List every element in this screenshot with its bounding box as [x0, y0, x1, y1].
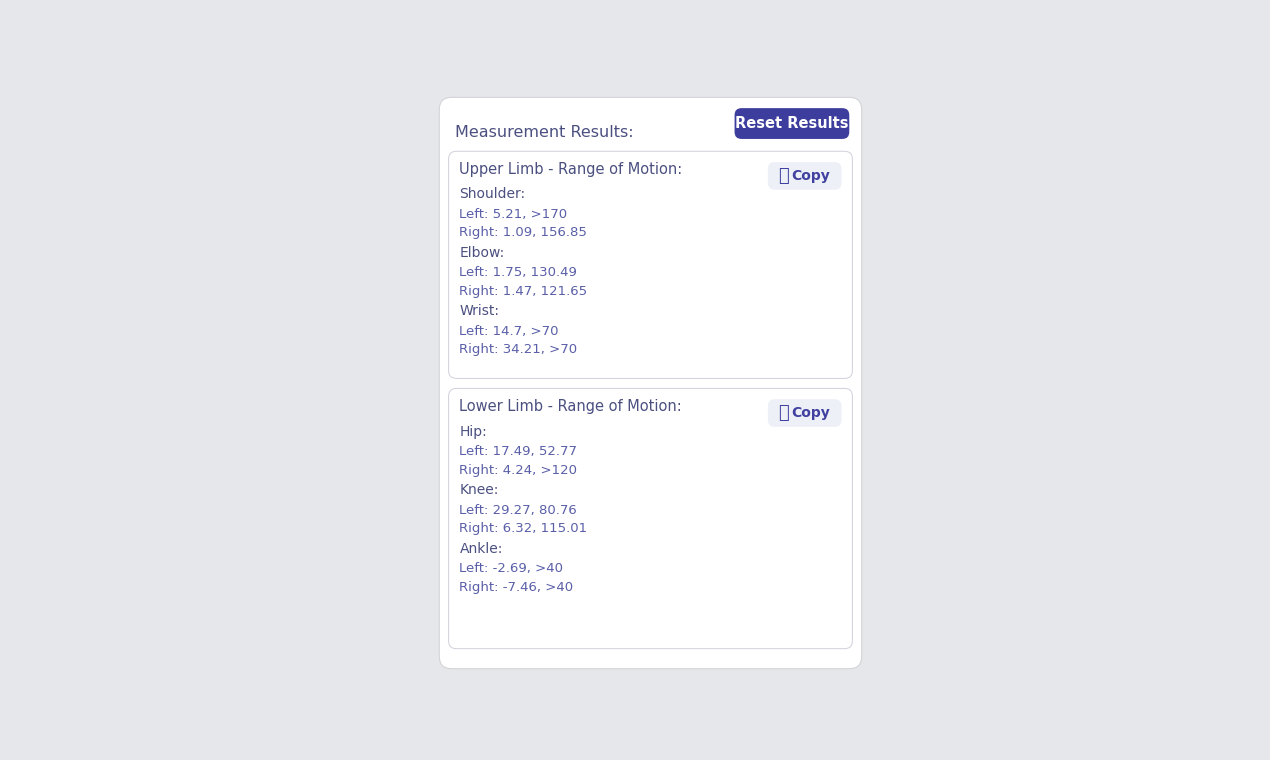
Text: Knee:: Knee:: [460, 483, 499, 497]
Text: Wrist:: Wrist:: [460, 305, 499, 318]
Text: Left: -2.69, >40: Left: -2.69, >40: [460, 562, 564, 575]
Text: Left: 17.49, 52.77: Left: 17.49, 52.77: [460, 445, 578, 458]
Text: Measurement Results:: Measurement Results:: [455, 125, 634, 141]
Text: Copy: Copy: [791, 169, 829, 183]
Text: Right: 34.21, >70: Right: 34.21, >70: [460, 344, 578, 356]
Text: Left: 29.27, 80.76: Left: 29.27, 80.76: [460, 504, 577, 517]
FancyBboxPatch shape: [448, 388, 852, 649]
Text: Ankle:: Ankle:: [460, 542, 503, 556]
Text: Right: 1.09, 156.85: Right: 1.09, 156.85: [460, 226, 587, 239]
Text: Right: 6.32, 115.01: Right: 6.32, 115.01: [460, 522, 588, 535]
Text: Left: 1.75, 130.49: Left: 1.75, 130.49: [460, 267, 578, 280]
Text: ⎘: ⎘: [779, 167, 789, 185]
Text: Upper Limb - Range of Motion:: Upper Limb - Range of Motion:: [460, 162, 683, 177]
Text: Right: -7.46, >40: Right: -7.46, >40: [460, 581, 574, 594]
Text: Left: 5.21, >170: Left: 5.21, >170: [460, 208, 568, 221]
Text: Left: 14.7, >70: Left: 14.7, >70: [460, 325, 559, 338]
Text: Lower Limb - Range of Motion:: Lower Limb - Range of Motion:: [460, 400, 682, 414]
Text: Right: 1.47, 121.65: Right: 1.47, 121.65: [460, 285, 588, 298]
FancyBboxPatch shape: [439, 97, 861, 669]
Text: Reset Results: Reset Results: [735, 116, 848, 131]
Text: Hip:: Hip:: [460, 425, 488, 439]
Text: ⎘: ⎘: [779, 404, 789, 422]
FancyBboxPatch shape: [768, 162, 842, 190]
FancyBboxPatch shape: [768, 399, 842, 427]
FancyBboxPatch shape: [448, 151, 852, 378]
Text: Right: 4.24, >120: Right: 4.24, >120: [460, 464, 578, 477]
Text: Elbow:: Elbow:: [460, 246, 504, 260]
Text: Copy: Copy: [791, 406, 829, 420]
Text: Shoulder:: Shoulder:: [460, 188, 526, 201]
FancyBboxPatch shape: [734, 108, 850, 139]
